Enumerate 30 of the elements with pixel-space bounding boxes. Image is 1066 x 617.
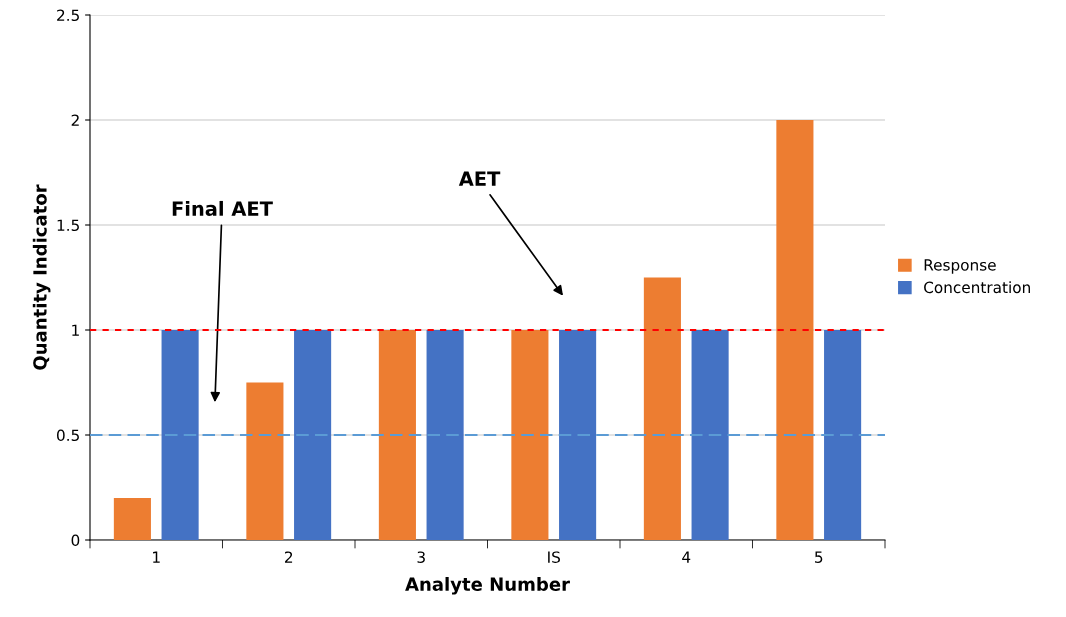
y-tick-label: 0 [71, 534, 80, 547]
y-tick-label: 2.5 [57, 9, 79, 22]
bar [559, 330, 597, 540]
x-tick-label: 5 [815, 551, 823, 563]
y-tick-label: 0.5 [56, 429, 79, 442]
x-axis-title: Analyte Number [405, 577, 570, 595]
x-tick-label: 3 [417, 551, 425, 563]
bar [378, 330, 416, 540]
bar [511, 330, 549, 540]
bar [643, 277, 681, 540]
y-tick-label: 1 [72, 324, 79, 336]
bar [161, 330, 199, 540]
bar [246, 382, 284, 540]
bar [113, 498, 151, 540]
x-tick-label: 2 [285, 551, 293, 563]
bar [294, 330, 332, 540]
y-tick-label: 2 [71, 114, 79, 126]
x-tick-label: 4 [682, 551, 691, 563]
x-tick-label: 1 [153, 551, 160, 563]
x-tick-label: IS [548, 551, 560, 563]
bar [426, 330, 464, 540]
bar [824, 330, 862, 540]
legend-label: Response [924, 259, 996, 274]
annotation: Final AET [172, 200, 273, 216]
bar [691, 330, 729, 540]
annotation: AET [458, 171, 501, 186]
legend-label: Concentration [924, 281, 1030, 294]
y-axis-title: Quantity Indicator [32, 184, 51, 370]
y-tick-label: 1.5 [57, 219, 79, 232]
bar [776, 120, 814, 540]
